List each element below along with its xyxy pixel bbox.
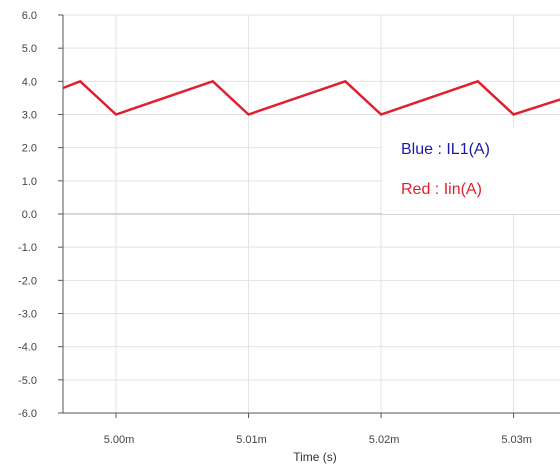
y-tick-label: 0.0 xyxy=(22,209,37,221)
y-tick-label: 4.0 xyxy=(22,76,37,88)
x-tick-label: 5.00m xyxy=(104,434,135,446)
legend-entry-red: Red : Iin(A) xyxy=(401,181,482,198)
series-line-lin xyxy=(62,79,560,116)
y-tick-label: -4.0 xyxy=(18,342,37,354)
axes: 6.0 5.0 4.0 3.0 2.0 1.0 0.0 -1.0 -2.0 -3.0 -4.0 -5.… xyxy=(18,10,560,446)
y-tick-label: -6.0 xyxy=(18,408,37,420)
grid xyxy=(63,14,560,413)
y-tick-label: -3.0 xyxy=(18,309,37,321)
x-axis-title: Time (s) xyxy=(293,450,337,464)
legend-box xyxy=(382,128,560,214)
y-tick-label: 1.0 xyxy=(22,176,37,188)
legend: Blue : IL1(A) Red : Iin(A) xyxy=(382,128,560,214)
y-tick-label: -5.0 xyxy=(18,375,37,387)
y-tick-label: 2.0 xyxy=(22,143,37,155)
series-layer xyxy=(62,79,560,116)
y-tick-label: 3.0 xyxy=(22,110,37,122)
x-tick-label: 5.02m xyxy=(369,434,400,446)
x-tick-label: 5.03m xyxy=(501,434,532,446)
y-tick-label: 5.0 xyxy=(22,43,37,55)
y-tick-label: 6.0 xyxy=(22,10,37,22)
x-tick-label: 5.01m xyxy=(236,434,267,446)
y-tick-label: -1.0 xyxy=(18,242,37,254)
y-tick-label: -2.0 xyxy=(18,275,37,287)
legend-entry-blue: Blue : IL1(A) xyxy=(401,141,490,158)
